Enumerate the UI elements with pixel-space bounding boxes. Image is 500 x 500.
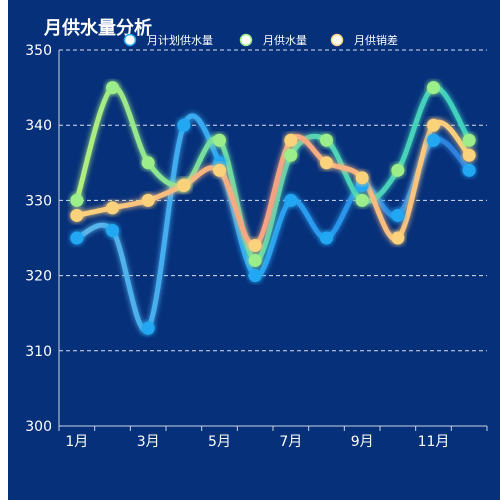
x-tick-label: 9月 (351, 434, 374, 450)
y-tick-label: 350 (25, 43, 52, 59)
data-point (427, 118, 440, 132)
y-tick-label: 320 (25, 269, 52, 285)
data-point (248, 239, 262, 253)
legend-label: 月计划供水量 (147, 33, 213, 47)
series-lines (74, 85, 472, 333)
series-markers (70, 81, 476, 335)
y-tick-label: 310 (25, 344, 52, 360)
y-tick-label: 300 (25, 419, 52, 435)
data-point (213, 133, 226, 147)
data-point (70, 231, 84, 245)
data-point (427, 81, 440, 95)
data-point (391, 208, 405, 222)
data-point (141, 156, 155, 170)
x-tick-label: 1月 (65, 434, 88, 450)
legend-label: 月供销差 (354, 33, 398, 47)
data-point (391, 231, 405, 245)
y-tick-label: 340 (25, 118, 52, 134)
data-point (141, 321, 155, 335)
data-point (355, 193, 369, 207)
x-tick-label: 5月 (208, 434, 231, 450)
data-point (355, 171, 369, 185)
data-point (70, 193, 84, 207)
data-point (106, 223, 119, 237)
data-point (106, 201, 119, 215)
data-point (213, 163, 226, 177)
data-point (320, 231, 333, 245)
data-point (320, 156, 333, 170)
axes: 300 310 320 330 340 350 1月 3月 5月 7月 9月 11月 (25, 43, 488, 450)
data-point (284, 193, 298, 207)
data-point (427, 133, 440, 147)
data-point (462, 133, 476, 147)
y-tick-label: 330 (25, 193, 52, 209)
x-tick-label: 7月 (279, 434, 302, 450)
data-point (248, 269, 262, 283)
legend: 月计划供水量 月供水量 月供销差 (118, 33, 398, 47)
legend-marker (239, 33, 253, 47)
data-point (141, 193, 155, 207)
legend-marker (330, 33, 344, 47)
data-point (177, 118, 191, 132)
data-point (177, 178, 191, 192)
data-point (284, 133, 298, 147)
data-point (462, 148, 476, 162)
data-point (106, 81, 119, 95)
chart-title: 月供水量分析 (44, 18, 152, 39)
data-point (284, 148, 298, 162)
data-point (391, 163, 405, 177)
legend-marker (123, 33, 137, 47)
data-point (70, 208, 84, 222)
x-tick-label: 3月 (137, 434, 160, 450)
data-point (320, 133, 333, 147)
legend-label: 月供水量 (263, 33, 307, 47)
x-tick-label: 11月 (418, 434, 450, 450)
data-point (462, 163, 476, 177)
data-point (248, 254, 262, 268)
